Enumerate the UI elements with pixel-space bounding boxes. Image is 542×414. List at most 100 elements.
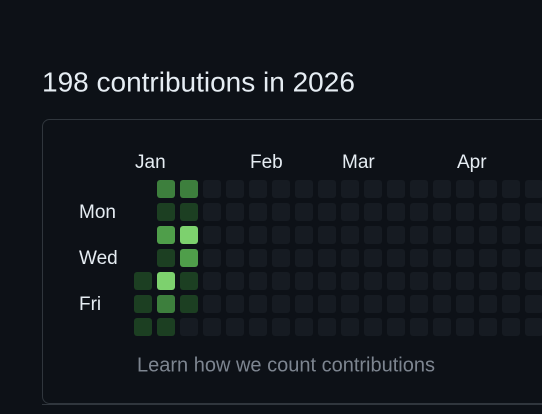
day-cell	[341, 180, 359, 198]
day-cell	[502, 203, 520, 221]
day-cell	[295, 272, 313, 290]
day-cell	[410, 249, 428, 267]
day-cell	[203, 249, 221, 267]
day-cell	[525, 249, 542, 267]
day-cell	[157, 272, 175, 290]
day-cell	[410, 226, 428, 244]
day-cell	[341, 249, 359, 267]
day-cell	[272, 295, 290, 313]
day-cell	[502, 318, 520, 336]
day-cell	[203, 180, 221, 198]
day-cell	[249, 272, 267, 290]
day-cell	[433, 180, 451, 198]
day-cell	[226, 295, 244, 313]
day-cell	[180, 226, 198, 244]
month-label: Mar	[342, 152, 375, 173]
day-cell	[479, 226, 497, 244]
day-cell	[318, 249, 336, 267]
day-cell	[364, 249, 382, 267]
day-cell	[387, 180, 405, 198]
day-cell	[433, 203, 451, 221]
graph-box	[42, 119, 542, 404]
day-cell	[157, 249, 175, 267]
day-cell	[226, 249, 244, 267]
day-cell	[456, 318, 474, 336]
day-cell	[134, 272, 152, 290]
day-cell	[502, 295, 520, 313]
day-cell	[249, 203, 267, 221]
month-label: Jan	[135, 152, 166, 173]
day-cell	[295, 295, 313, 313]
day-cell	[433, 249, 451, 267]
day-cell	[364, 318, 382, 336]
day-cell	[272, 318, 290, 336]
day-cell	[456, 249, 474, 267]
day-cell	[318, 226, 336, 244]
month-label: Apr	[457, 152, 487, 173]
day-cell	[157, 295, 175, 313]
day-cell	[525, 295, 542, 313]
day-label: Mon	[79, 202, 116, 223]
day-cell	[410, 203, 428, 221]
day-cell	[479, 203, 497, 221]
day-cell	[249, 249, 267, 267]
day-cell	[226, 180, 244, 198]
day-cell	[387, 249, 405, 267]
day-cell	[272, 180, 290, 198]
day-cell	[456, 272, 474, 290]
day-cell	[180, 203, 198, 221]
day-cell	[525, 203, 542, 221]
day-cell	[456, 180, 474, 198]
day-cell	[226, 203, 244, 221]
day-cell	[134, 295, 152, 313]
day-label: Wed	[79, 248, 118, 269]
day-cell	[525, 226, 542, 244]
day-cell	[203, 226, 221, 244]
day-cell	[433, 272, 451, 290]
day-cell	[341, 203, 359, 221]
day-cell	[341, 318, 359, 336]
day-cell	[433, 318, 451, 336]
day-cell	[502, 226, 520, 244]
day-cell	[203, 203, 221, 221]
day-cell	[203, 272, 221, 290]
day-cell	[295, 318, 313, 336]
day-cell	[456, 226, 474, 244]
day-cell	[525, 180, 542, 198]
day-cell	[180, 180, 198, 198]
day-cell	[387, 295, 405, 313]
day-cell	[272, 272, 290, 290]
day-cell	[479, 295, 497, 313]
day-cell	[502, 180, 520, 198]
day-cell	[272, 226, 290, 244]
day-label: Fri	[79, 294, 101, 315]
day-cell	[318, 295, 336, 313]
day-cell	[157, 180, 175, 198]
day-cell	[226, 318, 244, 336]
day-cell	[341, 226, 359, 244]
day-cell	[272, 249, 290, 267]
day-cell	[295, 226, 313, 244]
day-cell	[226, 226, 244, 244]
day-cell	[295, 180, 313, 198]
day-cell	[180, 295, 198, 313]
day-cell	[272, 203, 290, 221]
day-cell	[318, 272, 336, 290]
day-cell	[502, 249, 520, 267]
day-cell	[249, 226, 267, 244]
day-cell	[364, 203, 382, 221]
day-cell	[410, 318, 428, 336]
day-cell	[249, 295, 267, 313]
help-link[interactable]: Learn how we count contributions	[137, 354, 435, 376]
day-cell	[387, 226, 405, 244]
day-cell	[410, 272, 428, 290]
day-cell	[479, 318, 497, 336]
title: 198 contributions in 2026	[42, 66, 355, 97]
day-cell	[479, 272, 497, 290]
day-cell	[364, 295, 382, 313]
day-cell	[433, 226, 451, 244]
day-cell	[479, 180, 497, 198]
day-cell	[387, 272, 405, 290]
